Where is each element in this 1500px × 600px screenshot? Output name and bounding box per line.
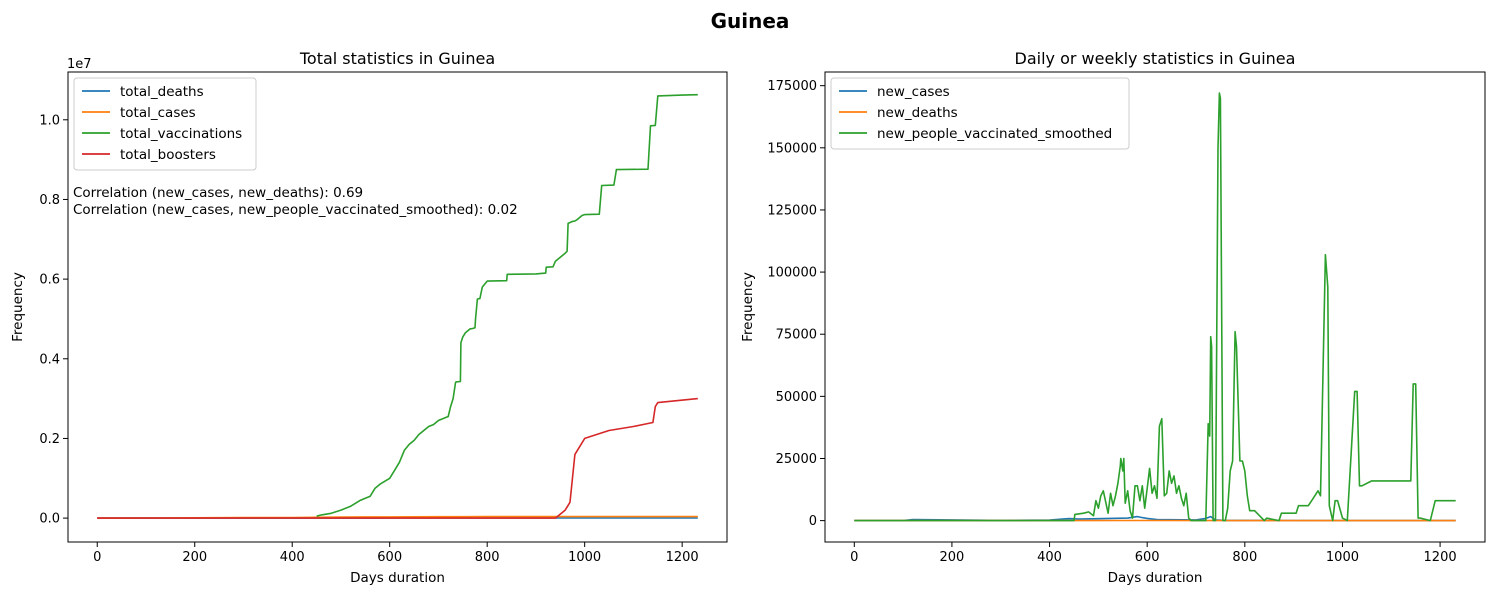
correlation-annotation: Correlation (new_cases, new_deaths): 0.6… xyxy=(73,185,363,201)
x-tick-label: 1000 xyxy=(568,550,601,565)
y-tick-label: 0.0 xyxy=(39,512,60,527)
legend-entry: new_people_vaccinated_smoothed xyxy=(877,126,1112,142)
x-tick-label: 1000 xyxy=(1326,550,1359,565)
legend-entry: total_deaths xyxy=(120,84,204,100)
x-tick-label: 400 xyxy=(280,550,305,565)
plot-title: Daily or weekly statistics in Guinea xyxy=(1015,49,1296,68)
y-tick-label: 0 xyxy=(809,514,817,529)
y-tick-label: 125000 xyxy=(767,203,817,218)
x-tick-label: 800 xyxy=(475,550,500,565)
y-axis-label: Frequency xyxy=(740,272,756,342)
x-tick-label: 1200 xyxy=(666,550,699,565)
legend-entry: total_vaccinations xyxy=(120,126,242,142)
legend-entry: new_cases xyxy=(877,84,950,100)
figure-title: Guinea xyxy=(711,9,790,33)
axes-frame xyxy=(824,71,1486,543)
series-line-total-boosters xyxy=(97,397,698,519)
x-tick-label: 0 xyxy=(850,550,858,565)
y-tick-label: 100000 xyxy=(767,266,817,281)
y-axis-label: Frequency xyxy=(10,272,26,342)
x-axis-label: Days duration xyxy=(350,570,445,586)
y-tick-label: 175000 xyxy=(767,79,817,94)
daily-statistics-plot: Daily or weekly statistics in Guinea 0 200… xyxy=(740,49,1486,586)
x-tick-label: 0 xyxy=(93,550,101,565)
y-tick-label: 0.4 xyxy=(39,352,60,367)
series-lines xyxy=(854,92,1456,522)
y-scale-multiplier: 1e7 xyxy=(67,57,92,72)
y-tick-label: 25000 xyxy=(776,452,817,467)
x-tick-label: 600 xyxy=(377,550,402,565)
y-tick-label: 150000 xyxy=(767,141,817,156)
legend-entry: total_boosters xyxy=(120,147,216,163)
correlation-annotation: Correlation (new_cases, new_people_vacci… xyxy=(73,202,518,218)
x-axis-label: Days duration xyxy=(1108,570,1203,586)
total-statistics-plot: Total statistics in Guinea 0 200 400 600 800 1… xyxy=(10,49,728,586)
x-tick-label: 200 xyxy=(182,550,207,565)
x-tick-label: 1200 xyxy=(1424,550,1457,565)
legend-entry: total_cases xyxy=(120,105,196,121)
series-lines xyxy=(97,93,698,519)
axes-frame xyxy=(67,71,728,543)
y-tick-label: 50000 xyxy=(776,390,817,405)
y-tick-label: 1.0 xyxy=(39,113,60,128)
plot-title: Total statistics in Guinea xyxy=(299,49,495,68)
y-tick-label: 0.2 xyxy=(39,432,60,447)
series-line-total-vaccinations xyxy=(316,93,698,517)
legend: new_cases new_deaths new_people_vaccinated… xyxy=(830,77,1130,150)
x-tick-label: 800 xyxy=(1232,550,1257,565)
legend-entry: new_deaths xyxy=(877,105,958,121)
legend-box xyxy=(73,77,257,171)
y-tick-label: 75000 xyxy=(776,328,817,343)
legend-box xyxy=(830,77,1130,150)
x-tick-label: 600 xyxy=(1135,550,1160,565)
series-line-new-people-vaccinated-smoothed xyxy=(854,92,1456,522)
x-tick-label: 400 xyxy=(1037,550,1062,565)
y-tick-label: 0.6 xyxy=(39,273,60,288)
legend: total_deaths total_cases total_vaccination… xyxy=(73,77,257,171)
y-tick-label: 0.8 xyxy=(39,193,60,208)
x-tick-label: 200 xyxy=(940,550,965,565)
